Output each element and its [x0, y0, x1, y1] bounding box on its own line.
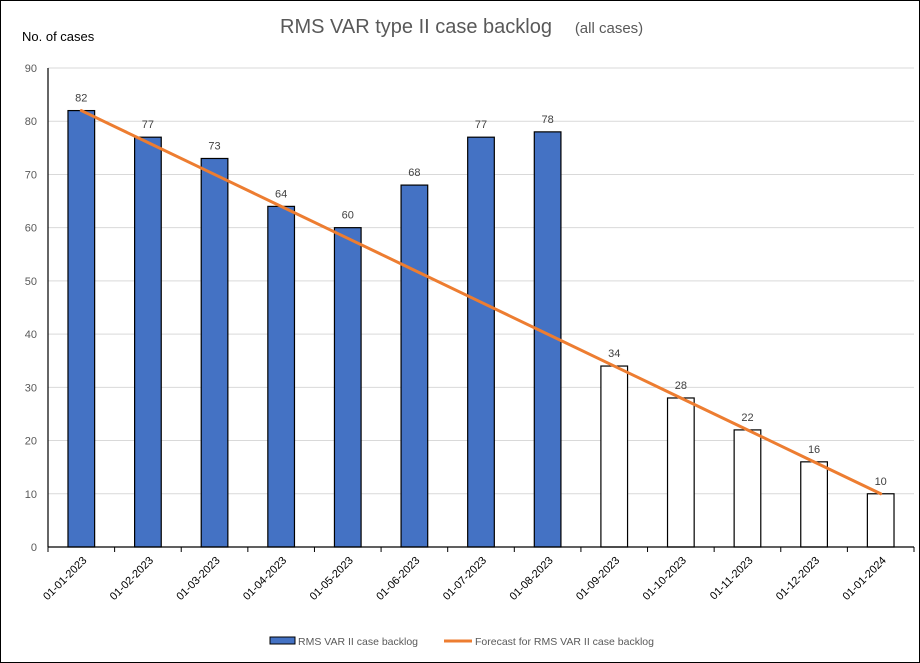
y-tick-label: 30 — [25, 382, 37, 394]
x-tick-label: 01-02-2023 — [108, 555, 156, 603]
y-tick-label: 0 — [31, 542, 37, 554]
bar — [200, 157, 229, 548]
data-label: 10 — [875, 476, 887, 488]
y-axis-label: No. of cases — [22, 29, 95, 44]
forecast-line-group — [79, 109, 883, 496]
data-labels: 82 77 73 64 60 68 77 78 34 28 22 16 10 — [75, 93, 887, 488]
x-tick-label: 01-09-2023 — [574, 555, 622, 603]
legend-swatch-bar — [269, 636, 296, 645]
x-tick-label: 01-04-2023 — [241, 555, 289, 603]
y-tick-label: 70 — [25, 169, 37, 181]
x-tick-label: 01-07-2023 — [441, 555, 489, 603]
data-label: 78 — [541, 114, 553, 126]
axes — [47, 68, 915, 552]
legend-label-backlog: RMS VAR II case backlog — [298, 636, 418, 648]
chart-subtitle: (all cases) — [575, 20, 643, 37]
data-label: 16 — [808, 444, 820, 456]
y-tick-label: 80 — [25, 116, 37, 128]
bar — [666, 397, 695, 548]
bar — [866, 493, 895, 548]
data-label: 34 — [608, 348, 620, 360]
data-label: 64 — [275, 188, 287, 200]
x-tick-label: 01-03-2023 — [174, 555, 222, 603]
x-tick-label: 01-01-2023 — [41, 555, 89, 603]
data-label: 77 — [475, 119, 487, 131]
forecast-line — [79, 109, 883, 496]
bars — [67, 109, 895, 548]
bar — [333, 227, 362, 548]
data-label: 82 — [75, 93, 87, 105]
data-label: 68 — [408, 167, 420, 179]
x-tick-label: 01-10-2023 — [641, 555, 689, 603]
x-tick-label: 01-08-2023 — [507, 555, 555, 603]
y-tick-label: 10 — [25, 489, 37, 501]
data-label: 73 — [208, 140, 220, 152]
x-tick-label: 01-06-2023 — [374, 555, 422, 603]
y-axis-ticks: 0 10 20 30 40 50 60 70 80 90 — [25, 63, 37, 554]
x-tick-label: 01-05-2023 — [308, 555, 356, 603]
bar — [400, 184, 429, 548]
bar — [467, 136, 495, 548]
bar — [600, 365, 629, 548]
y-tick-label: 20 — [25, 436, 37, 448]
bar — [800, 461, 828, 548]
y-tick-label: 60 — [25, 223, 37, 235]
legend: RMS VAR II case backlog Forecast for RMS… — [269, 636, 654, 648]
x-tick-label: 01-11-2023 — [708, 555, 756, 603]
x-tick-label: 01-12-2023 — [774, 555, 822, 603]
bar — [267, 205, 296, 548]
data-label: 28 — [675, 380, 687, 392]
data-label: 22 — [741, 412, 753, 424]
x-axis-ticks: 01-01-2023 01-02-2023 01-03-2023 01-04-2023… — [41, 555, 889, 603]
bar — [67, 109, 96, 548]
y-tick-label: 40 — [25, 329, 37, 341]
bar — [733, 429, 762, 548]
y-tick-label: 90 — [25, 63, 37, 75]
data-label: 77 — [142, 119, 154, 131]
data-label: 60 — [342, 210, 354, 222]
y-tick-label: 50 — [25, 276, 37, 288]
chart-title: RMS VAR type II case backlog — [280, 16, 552, 38]
bar — [134, 136, 162, 548]
legend-label-forecast: Forecast for RMS VAR II case backlog — [475, 636, 654, 648]
x-tick-label: 01-01-2024 — [841, 555, 889, 603]
